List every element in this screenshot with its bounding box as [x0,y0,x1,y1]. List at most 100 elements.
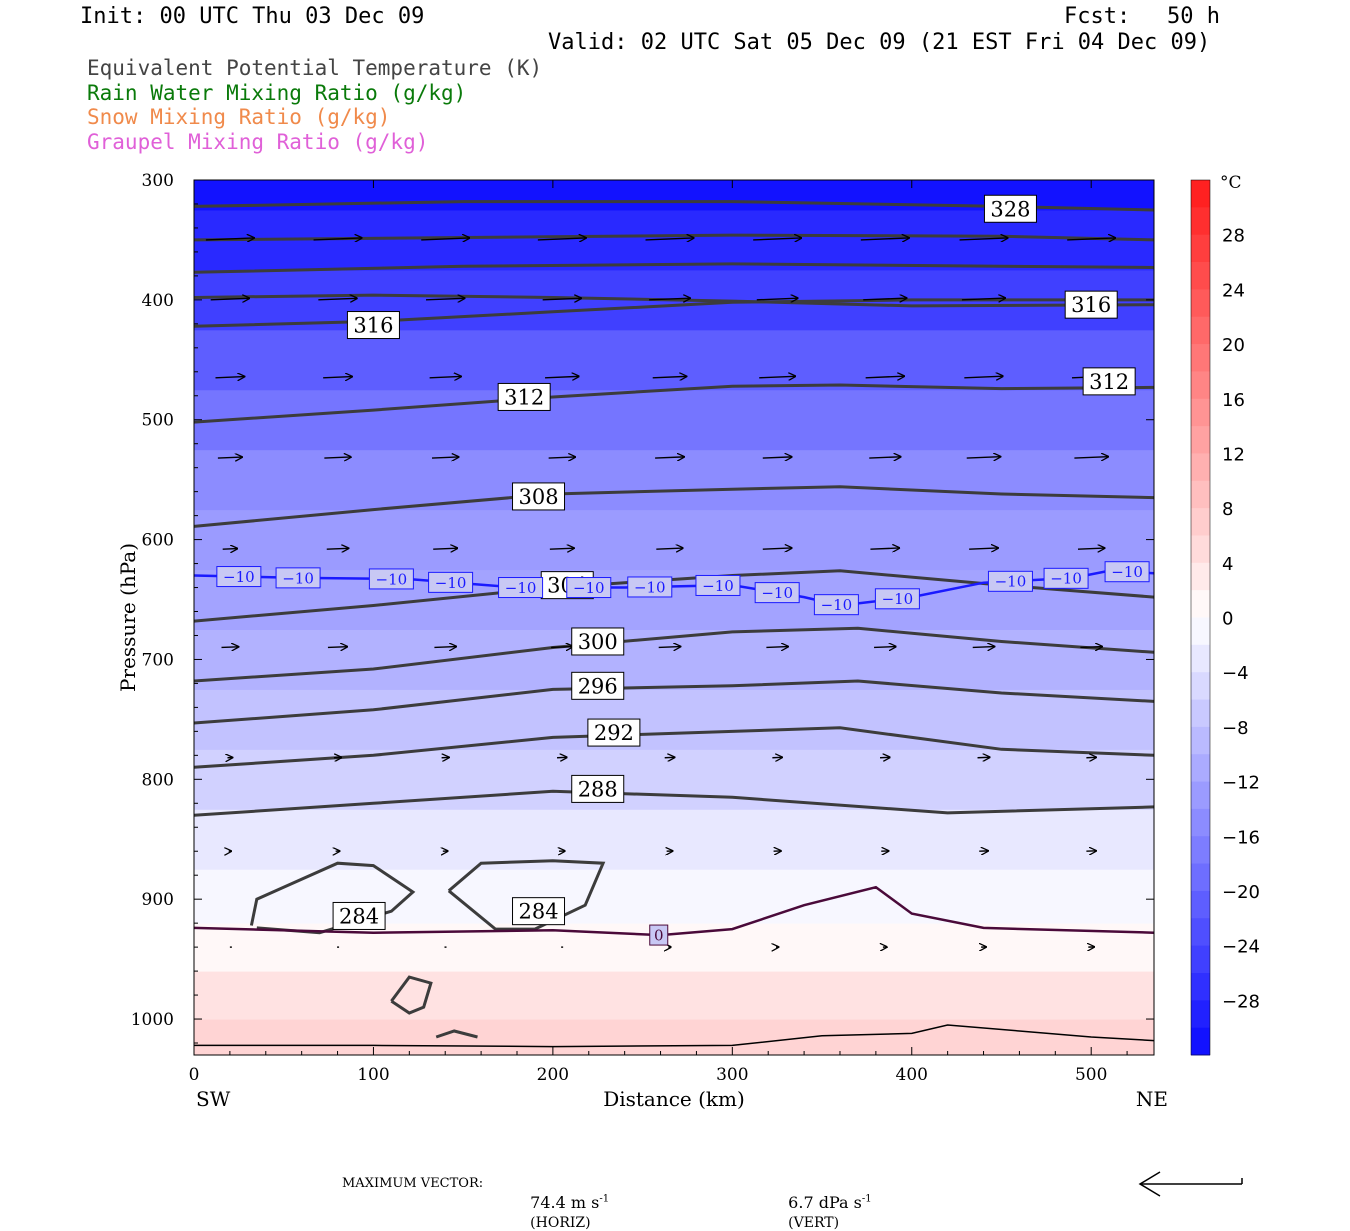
vert-unit-exponent: -1 [862,1194,872,1205]
contour-label-text: −10 [282,569,314,587]
contour-label: 328 [984,195,1036,222]
contour-label: −10 [217,567,261,587]
colorbar-tick-label: 24 [1222,280,1245,301]
x-axis-title: Distance (km) [603,1087,745,1111]
wind-vector [973,647,995,648]
colorbar-swatch [1191,535,1210,563]
temp-band [194,390,1154,450]
colorbar-swatch [1191,453,1210,481]
contour-label: −10 [988,571,1032,591]
y-tick-label: 700 [142,650,174,670]
contour-label-text: −10 [634,578,666,596]
colorbar-swatch [1191,180,1210,208]
x-tick-label: 300 [716,1065,748,1085]
contour-label-text: −10 [995,573,1027,591]
wind-vector [218,457,242,458]
horiz-unit-exponent: -1 [599,1194,609,1205]
colorbar-swatch [1191,371,1210,399]
colorbar-swatch [1191,426,1210,454]
wind-vector [1080,647,1102,648]
y-tick-label: 800 [142,770,174,790]
contour-label-text: 0 [654,926,664,944]
contour-label-text: 316 [1071,293,1111,317]
temp-band [194,689,1154,749]
x-tick-label: 500 [1075,1065,1107,1085]
x-tick-label: 200 [537,1065,569,1085]
colorbar-swatch [1191,481,1210,509]
y-tick-label: 400 [142,291,174,311]
colorbar-swatch [1191,317,1210,345]
colorbar-tick-label: −12 [1222,773,1260,794]
contour-label: −10 [755,583,799,603]
contour-label-text: 296 [578,674,618,698]
contour-label-text: −10 [223,568,255,586]
contour-label: 316 [1065,291,1117,318]
contour-label: −10 [814,595,858,615]
temp-band [194,629,1154,689]
contour-label: 0 [650,925,668,945]
colorbar-tick-label: 12 [1222,444,1245,465]
contour-label-text: −10 [761,584,793,602]
wind-vector [328,647,347,648]
colorbar-swatch [1191,754,1210,782]
wind-vector [434,647,456,648]
max-vector-horiz: 74.4 m s-1 (HORIZ) [520,1174,609,1231]
contour-label-text: 328 [990,197,1030,221]
horiz-value: 74.4 m s [530,1193,599,1212]
contour-label-text: 292 [594,721,634,745]
contour-label-text: −10 [1111,563,1143,581]
temp-band [194,330,1154,390]
colorbar-swatch [1191,399,1210,427]
x-tick-label: 0 [189,1065,200,1085]
wind-vector [550,548,574,549]
contour-label-text: −10 [435,574,467,592]
contour-label-text: 284 [339,905,379,929]
contour-label-text: −10 [573,579,605,597]
wind-vector [433,548,457,549]
contour-label: −10 [628,577,672,597]
y-axis-title: Pressure (hPa) [116,543,140,692]
contour-label: 316 [347,312,399,339]
colorbar-tick-label: 0 [1222,609,1233,630]
colorbar-tick-label: −8 [1222,718,1249,739]
colorbar-unit: °C [1220,173,1242,193]
y-tick-label: 500 [142,411,174,431]
cross-section-chart: 328316316312312308304300296292288284284−… [0,0,1350,1200]
colorbar-swatch [1191,289,1210,317]
horiz-tag: (HORIZ) [530,1215,590,1231]
x-tick-label: 400 [896,1065,928,1085]
contour-label-text: −10 [1050,570,1082,588]
contour-label: 312 [1083,368,1135,395]
contour-label-text: −10 [376,570,408,588]
colorbar-swatch [1191,672,1210,700]
contour-label-text: −10 [882,590,914,608]
wind-vector [327,548,349,549]
colorbar-swatch [1191,207,1210,235]
ne-end-label: NE [1136,1087,1168,1111]
wind-vector [551,647,573,648]
contour-label: 308 [513,483,565,510]
colorbar-swatch [1191,864,1210,892]
colorbar-swatch [1191,891,1210,919]
contour-label-text: −10 [702,577,734,595]
sw-end-label: SW [196,1087,231,1111]
y-tick-label: 300 [142,171,174,191]
contour-label: −10 [875,589,919,609]
colorbar-swatch [1191,563,1210,591]
colorbar-tick-label: −24 [1222,937,1260,958]
contour-label-text: 300 [578,630,618,654]
colorbar-swatch [1191,262,1210,290]
colorbar-tick-label: −28 [1222,991,1260,1012]
contour-label: 284 [513,898,565,925]
y-tick-label: 900 [142,890,174,910]
colorbar-tick-label: 20 [1222,335,1245,356]
colorbar-swatch [1191,618,1210,646]
wind-vector [221,647,238,648]
colorbar-tick-label: 28 [1222,226,1245,247]
max-vector-label: MAXIMUM VECTOR: [342,1176,483,1191]
wind-vector [978,757,990,758]
colorbar-swatch [1191,700,1210,728]
colorbar-swatch [1191,590,1210,618]
max-vector-arrow-icon [1140,1172,1242,1196]
contour-label: −10 [1105,562,1149,582]
